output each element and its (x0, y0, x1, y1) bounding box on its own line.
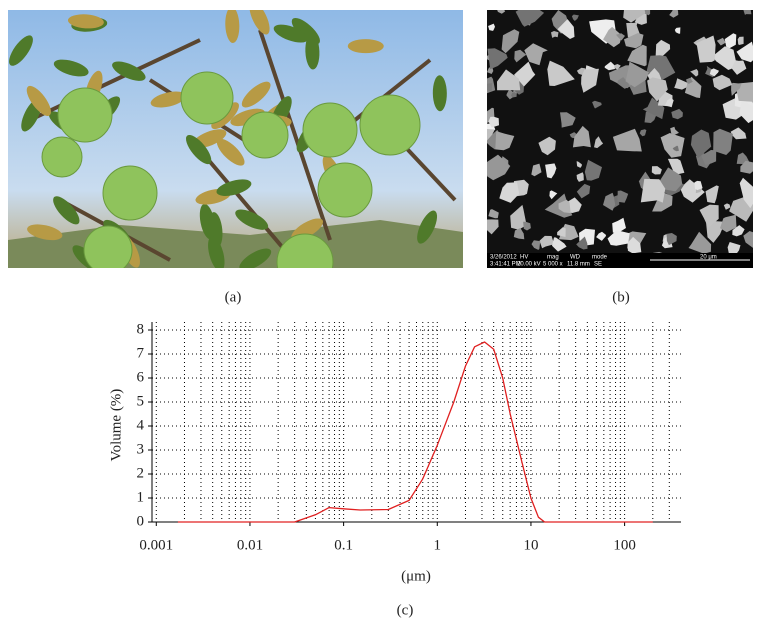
x-tick-label: 0.01 (237, 537, 263, 553)
info-text: mode (592, 255, 608, 261)
info-text: mag (547, 255, 559, 261)
panel-label: (a) (225, 289, 242, 305)
info-text: 11.8 mm (567, 262, 590, 268)
figure: 3/26/20123:41:41 PMHV20.00 kVmag5 000 xW… (0, 0, 760, 624)
x-tick-label: 10 (523, 537, 538, 553)
plot: 0.001 0.01 0.1 1 10 100 0 1 2 3 4 5 6 7 8 (137, 321, 682, 553)
info-text: SE (594, 262, 602, 268)
fruit (318, 163, 372, 217)
x-tick-label: 0.001 (139, 537, 173, 553)
info-text: 20.00 kV (517, 262, 541, 268)
fruit (181, 72, 233, 124)
fruit (277, 234, 333, 290)
x-tick-label: 100 (613, 537, 636, 553)
fruit (42, 137, 82, 177)
info-text: WD (570, 255, 581, 261)
leaf (348, 39, 384, 53)
series-line (178, 342, 653, 522)
x-tick-label: 1 (434, 537, 442, 553)
fruit (58, 88, 112, 142)
photo-fruit (5, 0, 463, 290)
fruit (84, 226, 132, 274)
y-tick-label: 8 (137, 321, 145, 337)
particle (485, 83, 492, 91)
y-tick-label: 2 (137, 465, 145, 481)
panel-label: (c) (397, 602, 414, 618)
info-text: 5 000 x (543, 262, 563, 268)
info-text: 3/26/2012 (490, 255, 517, 261)
y-tick-label: 5 (137, 393, 145, 409)
y-tick-label: 0 (137, 513, 145, 529)
fruit (242, 112, 288, 158)
page: 3/26/20123:41:41 PMHV20.00 kVmag5 000 xW… (0, 0, 760, 629)
y-tick-label: 3 (137, 441, 145, 457)
y-tick-label: 4 (137, 417, 145, 433)
fruit (303, 103, 357, 157)
fruit (360, 95, 420, 155)
y-tick-label: 6 (137, 369, 145, 385)
y-tick-label: 1 (137, 489, 145, 505)
x-axis-label: (μm) (401, 568, 431, 584)
y-axis-label: Volume (%) (108, 389, 124, 462)
y-tick-label: 7 (137, 345, 145, 361)
info-text: HV (520, 255, 528, 261)
x-tick-label: 0.1 (334, 537, 353, 553)
panel-label: (b) (612, 289, 630, 305)
fruit (103, 166, 157, 220)
